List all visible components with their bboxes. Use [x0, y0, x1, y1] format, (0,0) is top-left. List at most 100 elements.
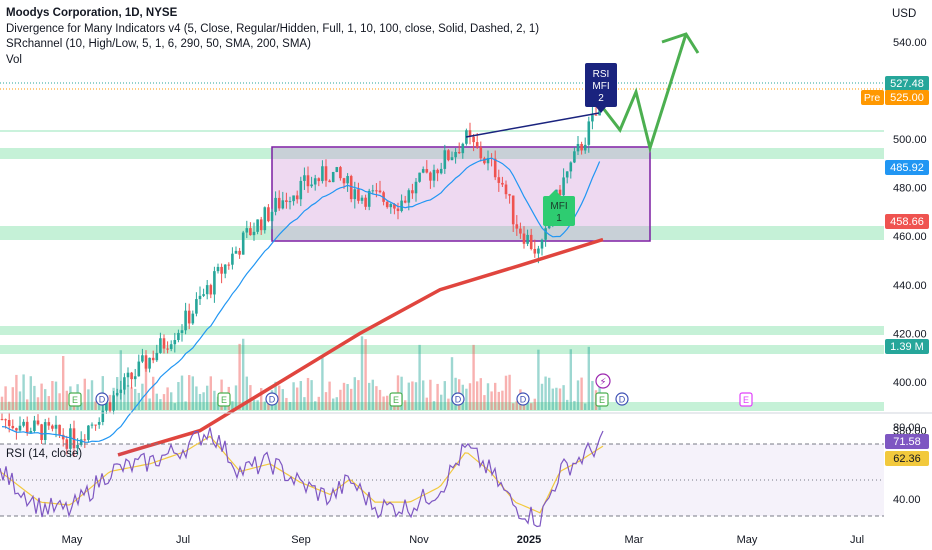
candle-body [173, 340, 177, 345]
bull-label-line2: 1 [556, 213, 562, 224]
candle-body [454, 151, 457, 158]
time-axis[interactable]: May Jul Sep Nov 2025 Mar May Jul [62, 534, 864, 546]
rsi-tick-40: 40.00 [893, 494, 921, 506]
candle-body [526, 234, 529, 244]
volume-bar [558, 388, 562, 410]
dividend-marker[interactable] [516, 392, 530, 406]
dividend-marker[interactable] [451, 392, 465, 406]
candle-body [522, 233, 526, 244]
svg-text:1.39 M: 1.39 M [890, 341, 924, 353]
volume-bar [296, 387, 299, 410]
price-tick-500: 500.00 [893, 134, 927, 146]
volume-bar [508, 374, 511, 410]
earnings-marker[interactable] [739, 392, 753, 407]
volume-bar [465, 388, 468, 410]
volume-bar [368, 382, 371, 410]
svg-text:Pre: Pre [864, 92, 881, 104]
candle-body [177, 332, 180, 341]
price-axis[interactable]: 380.00400.00420.00440.00460.00480.00500.… [893, 37, 927, 438]
earnings-marker[interactable] [217, 392, 231, 407]
candle-body [558, 189, 562, 196]
volume-bar [468, 383, 472, 410]
candle-body [349, 176, 353, 200]
candle-body [357, 189, 360, 201]
candle-body [396, 208, 400, 212]
candle-body [159, 338, 162, 353]
dividend-marker[interactable] [265, 392, 279, 406]
volume-bar [213, 390, 216, 410]
volume-bar [587, 346, 590, 410]
volume-bar [530, 403, 533, 410]
volume-bar [504, 375, 508, 410]
currency-label[interactable]: USD [892, 8, 917, 20]
legend-divergence[interactable]: Divergence for Many Indicators v4 (5, Cl… [6, 22, 540, 35]
volume-bar [8, 401, 11, 410]
forecast-arrowhead [661, 32, 700, 54]
range-box[interactable] [271, 146, 651, 242]
volume-bar [566, 399, 569, 410]
volume-bar [494, 382, 497, 410]
candle-body [202, 294, 205, 296]
dividend-marker[interactable] [95, 392, 109, 406]
candle-body [328, 180, 331, 183]
rsi-ma-badge: 62.36 [885, 451, 929, 466]
earnings-marker[interactable] [389, 392, 403, 407]
legend-title[interactable]: Moodys Corporation, 1D, NYSE [6, 7, 178, 19]
volume-bar [353, 377, 356, 410]
candle-body [303, 175, 306, 181]
volume-bar [54, 381, 58, 410]
candle-body [47, 422, 51, 426]
volume-bar [130, 387, 133, 410]
candle-body [353, 189, 357, 200]
volume-bar [447, 398, 450, 410]
bull-divergence-label: MFI 1 [543, 190, 575, 226]
candle-body [537, 248, 540, 254]
candle-body [429, 172, 432, 181]
legend-volume[interactable]: Vol [6, 53, 22, 66]
candle-body [115, 392, 119, 396]
volume-bar [580, 377, 583, 410]
candle-body [7, 420, 11, 426]
rsi-axis[interactable]: 80.00 40.00 [893, 422, 921, 506]
price-tick-540: 540.00 [893, 37, 927, 49]
sma200-line [117, 237, 604, 457]
candle-body [335, 167, 339, 172]
candle-body [486, 158, 490, 164]
volume-bar [231, 401, 234, 410]
volume-bar [404, 400, 407, 410]
candle-body [443, 150, 447, 169]
volume-bar [443, 381, 446, 410]
volume-bar [429, 379, 432, 410]
main-pane[interactable] [0, 0, 884, 413]
svg-text:527.48: 527.48 [890, 78, 924, 90]
volume-bar [44, 389, 47, 410]
dividend-marker[interactable] [615, 392, 629, 406]
candle-body [425, 169, 429, 173]
volume-bar [98, 403, 101, 410]
candle-body [447, 150, 450, 161]
dividend-marker-label: D [269, 395, 276, 405]
candle-body [87, 425, 90, 440]
legend-srchannel[interactable]: SRchannel (10, High/Low, 5, 1, 6, 290, 5… [6, 38, 311, 50]
time-label-jul: Jul [850, 534, 864, 546]
candle-body [274, 197, 277, 212]
sma200-badge: 458.66 [885, 214, 929, 229]
svg-text:⚡: ⚡ [599, 377, 606, 388]
earnings-marker[interactable] [595, 392, 609, 407]
volume-bar [569, 349, 572, 410]
price-tick-440: 440.00 [893, 280, 927, 292]
volume-bar [123, 382, 126, 410]
candle-body [364, 197, 367, 207]
candle-body [515, 224, 519, 229]
candle-body [479, 147, 483, 159]
rsi-legend[interactable]: RSI (14, close) [6, 448, 83, 460]
volume-bar [486, 383, 490, 410]
candle-body [252, 231, 256, 236]
earnings-marker[interactable] [68, 392, 82, 407]
chart-legend[interactable]: Moodys Corporation, 1D, NYSE Divergence … [6, 6, 539, 68]
candle-body [11, 425, 15, 429]
volume-bar [285, 397, 288, 410]
lightning-icon[interactable]: ⚡ [595, 373, 611, 389]
